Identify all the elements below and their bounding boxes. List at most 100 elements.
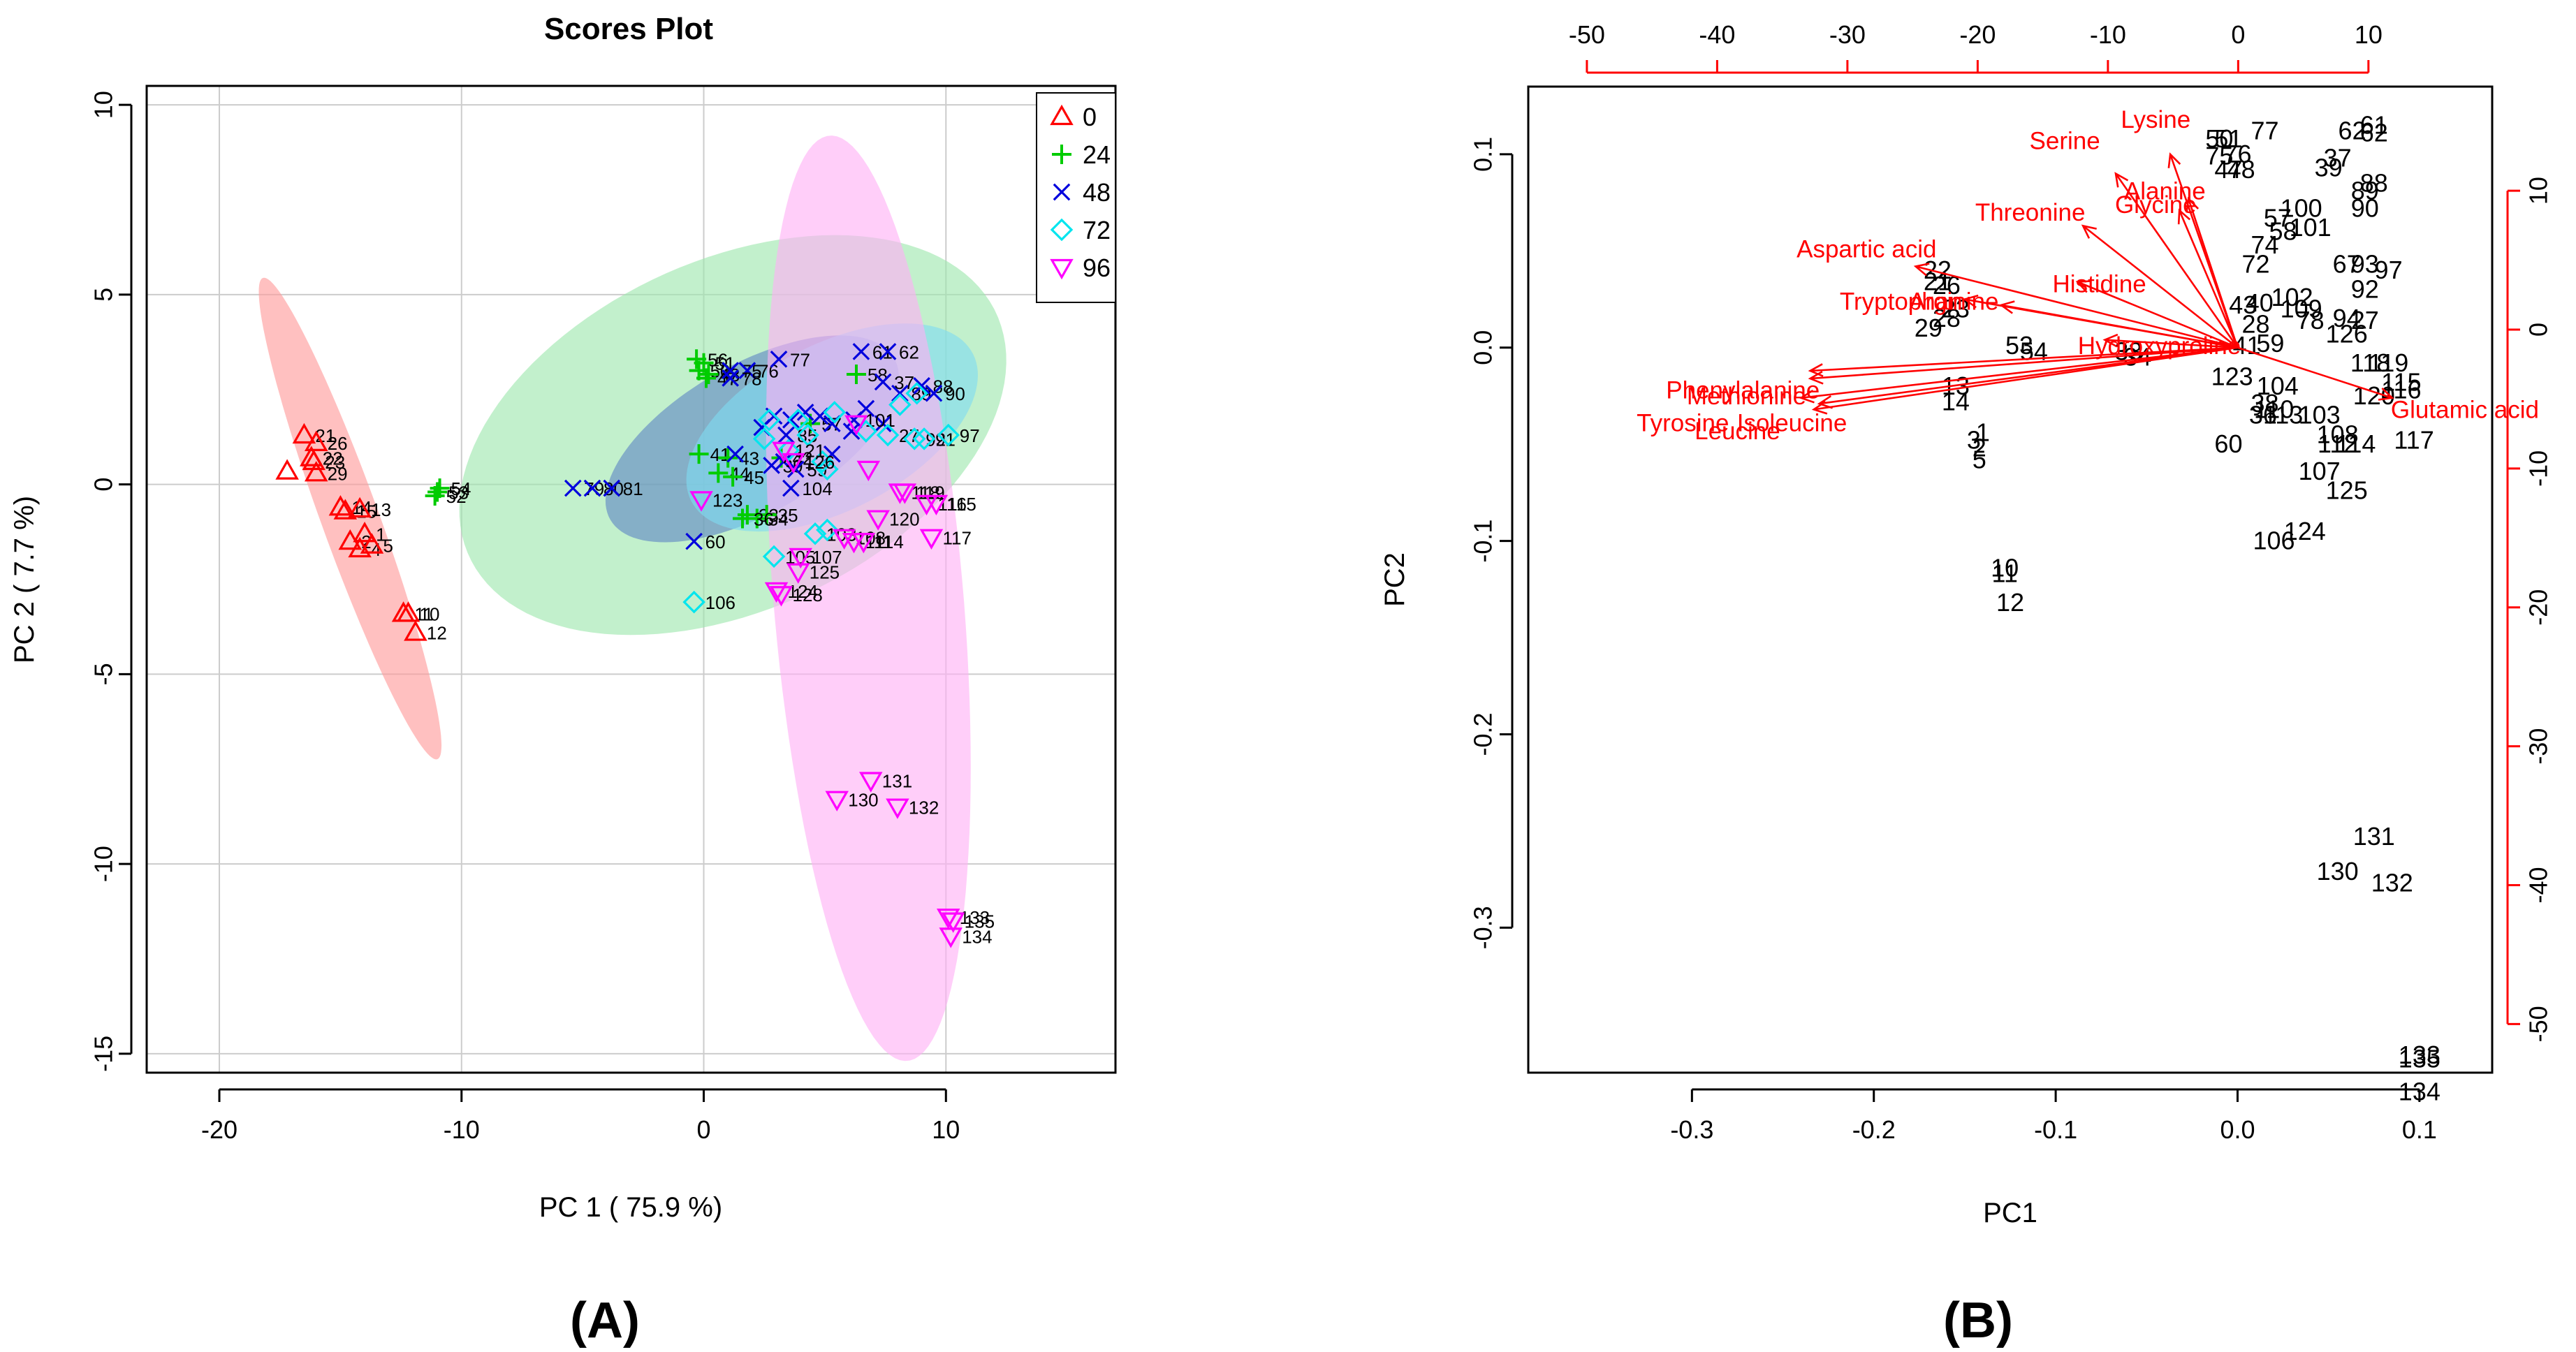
loading-label: Histidine	[2052, 270, 2146, 297]
biplot-score-label: 115	[2381, 368, 2421, 397]
loading-label: Methionine	[1687, 383, 1806, 410]
score-point-24	[733, 508, 753, 529]
biplot-x-tick-label: 0.1	[2402, 1115, 2437, 1144]
biplot-score-label: 130	[2317, 857, 2359, 886]
biplot-score-label: 108	[2317, 420, 2359, 448]
biplot-score-label: 12	[1996, 588, 2024, 617]
score-point-label: 120	[889, 509, 919, 530]
loading-label: Glutamic acid	[2391, 396, 2539, 423]
loading-arrow	[1810, 346, 2238, 372]
score-point-48	[796, 404, 814, 421]
score-point-96	[832, 529, 856, 550]
loading-arrow-head	[1962, 294, 1979, 309]
score-point-72	[777, 439, 800, 462]
biplot-score-label: 37	[2324, 143, 2352, 172]
score-point-label: 5	[383, 536, 393, 557]
biplot-score-label: 75	[2205, 142, 2233, 170]
score-point-label: 131	[882, 771, 912, 792]
biplot-score-label: 93	[2351, 250, 2379, 279]
loading-arrow	[2114, 172, 2239, 348]
score-point-48	[738, 362, 756, 379]
biplot-score-label: 113	[2263, 401, 2303, 429]
legend-entry-label: 48	[1083, 178, 1111, 207]
biplot-score-label: 76	[2223, 140, 2251, 168]
y-tick-label: 0	[89, 478, 118, 492]
biplot-score-label: 103	[2299, 401, 2341, 429]
score-point-48	[603, 479, 621, 497]
loading-arrow	[1915, 265, 2238, 349]
biplot-score-label: 74	[2251, 230, 2279, 259]
legend-marker-72	[1050, 218, 1074, 242]
panel-a-caption: (A)	[570, 1293, 640, 1349]
biplot-score-label: 101	[2290, 213, 2332, 242]
score-point-96	[893, 483, 917, 504]
score-point-96	[936, 909, 960, 930]
score-point-48	[891, 384, 909, 402]
biplot-score-label: 10	[1991, 553, 2019, 582]
score-point-96	[825, 791, 849, 811]
biplot-score-label: 48	[2227, 155, 2255, 184]
score-point-48	[842, 422, 861, 440]
score-point-48	[685, 532, 703, 550]
loading-arrow-head	[2186, 196, 2200, 213]
loading-label: Serine	[2030, 128, 2100, 155]
score-point-label: 56	[708, 349, 728, 370]
biplot-score-label: 106	[2253, 527, 2295, 555]
score-point-96	[782, 453, 805, 474]
scores-legend: 0 24 48 72 96	[1036, 92, 1116, 303]
biplot-score-label: 28	[1933, 304, 1961, 332]
biplot-score-label: 124	[2284, 517, 2326, 545]
score-point-label: 78	[742, 368, 762, 389]
score-point-label: 123	[712, 490, 742, 510]
biplot-score-label: 100	[2281, 193, 2322, 222]
loading-arrow	[1801, 346, 2238, 399]
score-point-96	[924, 494, 949, 516]
biplot-score-label: 58	[2269, 217, 2297, 246]
biplot-score-label: 92	[2351, 275, 2379, 304]
biplot-score-label: 14	[1942, 387, 1970, 416]
score-point-72	[816, 518, 839, 542]
biplot-top-tick-label: -50	[1569, 20, 1605, 49]
biplot-right-tick-label: -50	[2524, 1006, 2553, 1042]
score-point-72	[816, 457, 839, 481]
score-point-24	[737, 505, 757, 525]
score-point-label: 124	[788, 581, 818, 602]
biplot-score-label: 3	[1967, 426, 1981, 455]
score-point-label: 23	[325, 452, 345, 473]
score-point-label: 47	[717, 368, 738, 389]
biplot-score-label: 62	[2360, 118, 2388, 147]
score-point-96	[851, 533, 876, 554]
legend-marker-24	[1052, 145, 1071, 164]
loading-label: Tryptophan	[1840, 288, 1963, 315]
loading-label: Aspartic acid	[1796, 236, 1936, 263]
biplot-top-tick-label: 0	[2231, 20, 2245, 49]
biplot-score-label: 88	[2360, 168, 2388, 197]
score-point-96	[919, 529, 944, 550]
biplot-score-label: 11	[1992, 559, 2018, 588]
legend-entry-label: 96	[1083, 254, 1111, 282]
score-point-label: 4	[371, 539, 381, 560]
ellipse-group-96	[766, 135, 971, 1061]
biplot-score-label: 38	[2251, 389, 2279, 418]
score-point-48	[770, 350, 788, 368]
score-point-72	[937, 423, 960, 447]
score-point-24	[708, 463, 729, 483]
score-point-48	[852, 343, 870, 360]
score-point-label: 125	[810, 562, 840, 583]
biplot-frame	[1527, 85, 2494, 1074]
score-point-72	[905, 381, 928, 405]
loading-label: Arginine	[1909, 288, 1998, 315]
score-point-label: 54	[451, 478, 471, 499]
biplot-score-label: 72	[2241, 250, 2269, 279]
biplot-score-label: 28	[2241, 310, 2269, 339]
score-point-label: 114	[874, 531, 903, 552]
loading-label: Isoleucine	[1737, 410, 1847, 437]
score-point-0	[304, 461, 328, 482]
score-point-24	[756, 505, 777, 525]
loading-arrow-head	[2177, 208, 2191, 225]
biplot-score-label: 126	[2326, 319, 2368, 348]
scores-plot-frame	[145, 84, 1117, 1074]
biplot-score-label: 2	[1973, 434, 1986, 462]
score-point-label: 62	[899, 341, 919, 362]
